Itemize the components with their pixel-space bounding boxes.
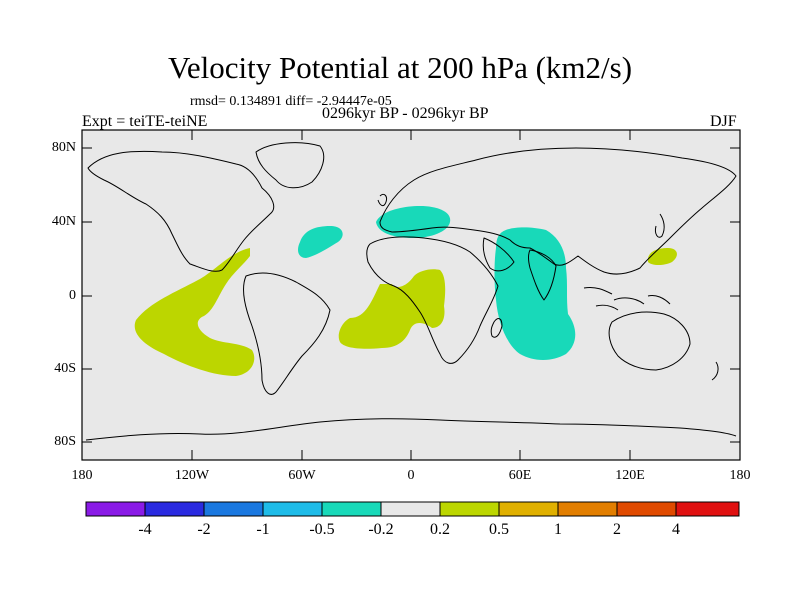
coastline-eurasia — [379, 147, 737, 275]
coastline-new-zealand — [711, 361, 719, 381]
colorbar-label: -0.5 — [309, 521, 335, 538]
colorbar — [85, 501, 740, 517]
colorbar-label: 4 — [672, 521, 680, 538]
latitude-ticks — [82, 147, 740, 443]
lat-label-40n: 40N — [51, 214, 76, 229]
colorbar-box — [321, 501, 382, 517]
colorbar-box — [439, 501, 500, 517]
coastlines — [85, 142, 737, 441]
lon-label-60e: 60E — [508, 468, 532, 483]
lon-label-180e: 180 — [729, 468, 751, 483]
negative-anomaly-regions — [298, 206, 576, 360]
coastline-madagascar — [490, 318, 503, 338]
lat-label-equator: 0 — [69, 288, 76, 303]
lat-label-80s: 80S — [54, 434, 76, 449]
colorbar-label: 0.2 — [430, 521, 450, 538]
colorbar-label: -1 — [256, 521, 270, 538]
colorbar-box — [85, 501, 146, 517]
coastline-north-america — [87, 150, 275, 272]
positive-anomaly-regions — [134, 248, 677, 376]
colorbar-box — [380, 501, 441, 517]
period-label: 0296kyr BP - 0296kyr BP — [322, 105, 489, 122]
anomaly-north-atlantic — [298, 226, 343, 258]
lon-label-60w: 60W — [288, 468, 316, 483]
colorbar-label: -4 — [138, 521, 152, 538]
coastline-greenland — [255, 142, 325, 189]
colorbar-label: 1 — [554, 521, 562, 538]
anomaly-east-pacific — [134, 248, 255, 376]
colorbar-box — [675, 501, 740, 517]
colorbar-box — [616, 501, 677, 517]
anomaly-atlantic-africa — [338, 269, 446, 349]
colorbar-box — [498, 501, 559, 517]
longitude-ticks — [191, 130, 631, 460]
coastline-arabia — [482, 237, 515, 272]
season-label: DJF — [710, 113, 737, 130]
coastline-south-america — [243, 272, 331, 395]
lon-label-120w: 120W — [174, 468, 210, 483]
colorbar-label: 2 — [613, 521, 621, 538]
colorbar-label: 0.5 — [489, 521, 509, 538]
colorbar-label: -0.2 — [368, 521, 394, 538]
lon-label-120e: 120E — [615, 468, 645, 483]
coastline-antarctica — [85, 418, 737, 441]
coastline-british-isles — [377, 193, 387, 207]
map-title: Velocity Potential at 200 hPa (km2/s) — [167, 50, 633, 85]
colorbar-box — [557, 501, 618, 517]
rmsd-diff-stats: rmsd= 0.134891 diff= -2.94447e-05 — [190, 94, 392, 109]
anomaly-indian-ocean — [494, 227, 576, 360]
lon-label-0: 0 — [407, 468, 415, 483]
colorbar-box — [262, 501, 323, 517]
coastline-japan — [655, 213, 665, 238]
colorbar-label: -2 — [197, 521, 211, 538]
lat-label-40s: 40S — [54, 361, 76, 376]
coastline-australia — [608, 311, 691, 371]
lat-label-80n: 80N — [51, 140, 76, 155]
experiment-label: Expt = teiTE-teiNE — [82, 113, 208, 130]
colorbar-box — [144, 501, 205, 517]
coastline-africa — [366, 236, 499, 364]
colorbar-box — [203, 501, 264, 517]
coastline-maritime-continent — [583, 287, 671, 311]
anomaly-mediterranean — [376, 206, 451, 238]
lon-label-180w: 180 — [71, 468, 93, 483]
coastline-india — [528, 249, 557, 301]
